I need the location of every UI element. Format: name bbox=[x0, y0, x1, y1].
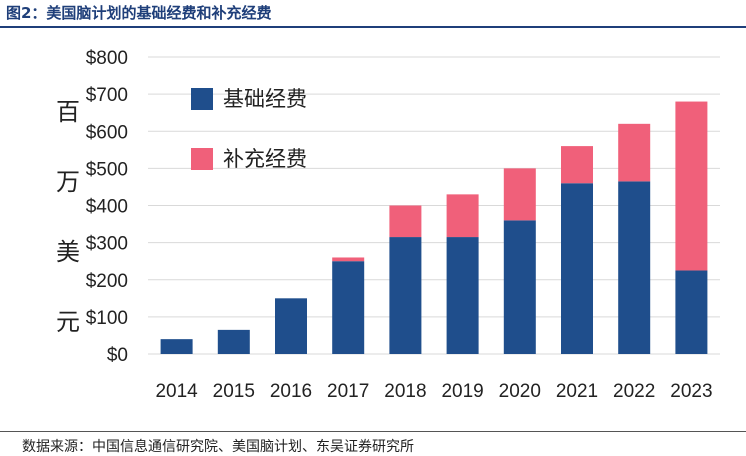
x-tick-label: 2016 bbox=[270, 381, 312, 402]
y-tick-label: $200 bbox=[86, 271, 128, 292]
bar-base bbox=[675, 270, 708, 354]
bar-base bbox=[618, 181, 651, 354]
y-tick-label: $100 bbox=[86, 308, 128, 329]
x-tick-label: 2017 bbox=[327, 381, 369, 402]
bar-base bbox=[389, 237, 422, 354]
x-tick-label: 2019 bbox=[441, 381, 483, 402]
y-tick-label: $500 bbox=[86, 159, 128, 180]
y-tick-label: $0 bbox=[107, 345, 128, 366]
legend-label: 基础经费 bbox=[223, 87, 307, 111]
y-tick-label: $700 bbox=[86, 85, 128, 106]
legend-swatch bbox=[191, 148, 213, 170]
bars bbox=[160, 101, 708, 354]
bar-supplement bbox=[675, 101, 708, 271]
bar-base bbox=[217, 329, 250, 354]
bar-base bbox=[561, 183, 593, 354]
bar-supplement bbox=[561, 146, 593, 184]
y-tick-label: $600 bbox=[86, 122, 128, 143]
x-tick-label: 2022 bbox=[613, 381, 655, 402]
bar-supplement bbox=[618, 123, 651, 182]
bar-base bbox=[275, 298, 307, 354]
x-tick-label: 2021 bbox=[556, 381, 598, 402]
y-tick-label: $300 bbox=[86, 234, 128, 255]
bar-base bbox=[503, 220, 536, 354]
bar-base bbox=[160, 339, 193, 354]
source-divider bbox=[0, 431, 746, 432]
x-tick-label: 2015 bbox=[213, 381, 255, 402]
y-tick-label: $400 bbox=[86, 197, 128, 218]
y-axis-label-char: 万 bbox=[56, 168, 80, 196]
stacked-bar-chart: $0$100$200$300$400$500$600$700$800 2014 2… bbox=[86, 48, 720, 402]
bar-supplement bbox=[332, 257, 365, 262]
source-note: 数据来源：中国信息通信研究院、美国脑计划、东吴证券研究所 bbox=[22, 439, 414, 455]
bar-base bbox=[332, 261, 365, 354]
figure-title: 图2：美国脑计划的基础经费和补充经费 bbox=[6, 4, 272, 22]
x-tick-label: 2014 bbox=[155, 381, 198, 402]
legend-label: 补充经费 bbox=[223, 147, 307, 171]
y-axis-label-char: 百 bbox=[56, 98, 80, 126]
x-tick-label: 2023 bbox=[670, 381, 712, 402]
grid-lines bbox=[148, 56, 720, 355]
bar-base bbox=[446, 237, 479, 354]
x-axis-ticks: 2014 2015 2016 2017 2018 2019 2020 2021 2022 2023 bbox=[155, 381, 712, 402]
y-tick-label: $800 bbox=[86, 48, 128, 69]
y-axis-ticks: $0 $100 $200 $300 $400 $500 $600 $700 $800 bbox=[86, 48, 128, 366]
bar-supplement bbox=[389, 205, 422, 238]
bar-supplement bbox=[446, 194, 479, 238]
x-tick-label: 2018 bbox=[384, 381, 426, 402]
y-axis-label-char: 美 bbox=[56, 238, 80, 266]
title-divider bbox=[0, 26, 746, 28]
legend-swatch bbox=[191, 88, 213, 110]
x-tick-label: 2020 bbox=[499, 381, 541, 402]
bar-supplement bbox=[503, 168, 536, 221]
y-axis-label-char: 元 bbox=[56, 308, 80, 336]
